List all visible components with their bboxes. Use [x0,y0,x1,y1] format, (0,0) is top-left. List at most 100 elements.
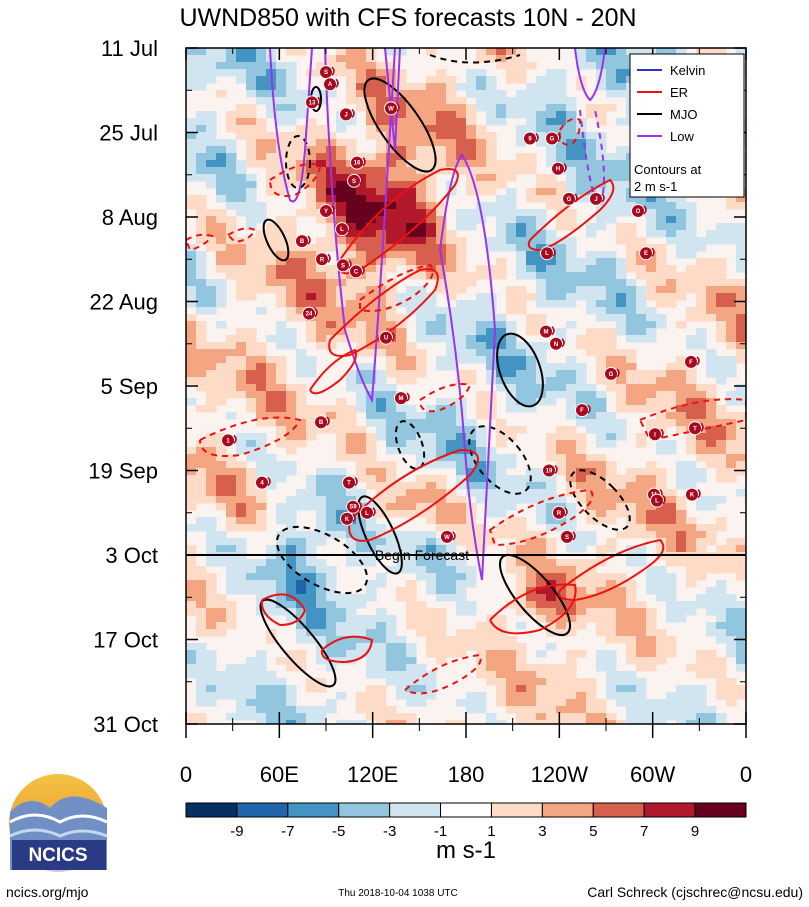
tc-marker: 1 [221,433,237,448]
tc-name: O [636,209,641,215]
colorbar-swatch [338,802,391,818]
mjo-contour [275,525,369,595]
legend-label: MJO [670,107,697,122]
x-tick-label: 60W [630,762,675,787]
mjo-contour [429,54,521,64]
tc-name: I [654,432,656,438]
tc-marker: M [539,324,555,339]
tc-marker: C [349,264,365,279]
tc-marker: L [335,222,351,237]
tc-name: C [354,269,359,275]
chart-title: UWND850 with CFS forecasts 10N - 20N [179,4,636,32]
legend-label: Kelvin [670,63,705,78]
er-contour [558,538,665,602]
tc-marker: B [314,415,330,430]
tc-marker: W [440,529,456,544]
tc-name: A [328,82,333,88]
mjo-contour [262,218,290,262]
colorbar-tick-label: 5 [589,823,597,840]
mjo-contour [394,420,426,470]
tc-marker: 16 [350,155,366,170]
tc-marker: S [560,529,576,544]
tc-name: K [345,517,350,523]
y-tick-label: 17 Oct [93,628,158,653]
colorbar-swatch [592,802,645,818]
tc-name: B [319,420,324,426]
tc-name: H [556,167,560,173]
y-axis: 11 Jul 25 Jul 8 Aug 22 Aug 5 Sep 19 Sep 3 Oct 1… [88,36,746,737]
tc-marker: B [295,234,311,249]
mjo-contour [499,553,571,637]
y-tick-label: 31 Oct [93,712,158,737]
colorbar-swatch [643,802,696,818]
x-axis: 0 60E 120E 180 120W 60W 0 [180,48,752,787]
er-contour [260,593,307,627]
y-tick-label: 22 Aug [89,290,158,315]
tc-name: U [384,336,388,342]
tc-marker: U [379,330,395,345]
tc-name: 9 [528,137,532,143]
tc-name: 13 [309,100,316,106]
colorbar-swatch [389,802,442,818]
er-contour [489,583,577,635]
mjo-contour [569,469,631,531]
tc-name: 1 [226,438,230,444]
tc-marker: R [315,252,331,267]
tc-marker: G [545,131,561,146]
er-contour [348,448,479,542]
er-contour [419,383,472,413]
y-tick-label: 11 Jul [101,36,158,61]
tc-name: W [444,535,450,541]
tc-name: S [341,263,345,269]
er-contour [404,653,482,695]
mjo-contour [285,135,311,189]
colorbar-tick-label: 3 [538,823,546,840]
mjo-contour [468,425,532,495]
tc-name: L [340,227,344,233]
footer-author: Carl Schreck (cjschrec@ncsu.edu) [587,884,803,900]
tc-marker: H [551,161,567,176]
tc-marker: A [323,77,339,92]
tc-marker: J [339,107,355,122]
mjo-contour [363,77,437,173]
y-tick-label: 8 Aug [102,205,158,230]
tc-marker: F [684,354,700,369]
legend-label: ER [670,85,688,100]
tc-name: S [565,535,569,541]
tc-name: S9 [349,505,357,511]
colorbar-swatch [185,802,238,818]
filtered-contours [186,48,746,695]
low-contour [439,153,497,581]
tc-name: S [352,179,356,185]
logo-text: NCICS [28,845,87,866]
er-contour [320,635,374,664]
colorbar-swatch [541,802,594,818]
colorbar-tick-label: -1 [434,823,447,840]
tc-name: G [609,372,614,378]
tc-name: 24 [306,312,313,318]
er-contour [309,348,357,395]
tc-name: L [365,511,369,517]
er-contour [488,488,594,547]
tc-marker: K [685,487,701,502]
colorbar-tick-label: -7 [281,823,294,840]
tc-marker: K [340,511,356,526]
legend-note-line1: Contours at [634,162,702,177]
colorbar-swatch [490,802,543,818]
x-tick-label: 0 [740,762,752,787]
x-tick-label: 180 [448,762,485,787]
tc-name: M [544,330,549,336]
colorbar-tick-label: -9 [230,823,243,840]
tc-name: N [554,342,558,348]
legend: Kelvin ER MJO Low Contours at 2 m s-1 [629,53,745,198]
tc-marker: G [562,191,578,206]
colorbar-tick-label: 7 [640,823,648,840]
tc-name: F [580,408,584,414]
x-tick-label: 60E [260,762,299,787]
low-contour [579,109,605,207]
tc-name: 4 [260,481,264,487]
tc-name: 16 [354,161,361,167]
tc-marker: W [384,101,400,116]
tc-name: Y [324,209,328,215]
